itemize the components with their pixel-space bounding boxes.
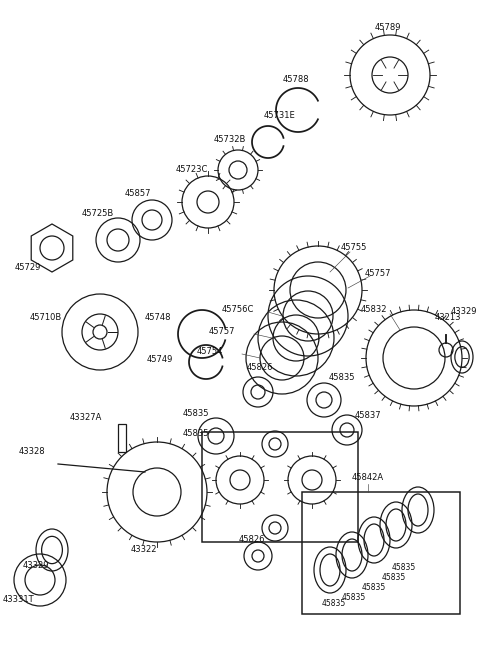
Text: 45754: 45754 bbox=[197, 348, 223, 356]
Text: 45835: 45835 bbox=[362, 583, 386, 592]
Text: 45788: 45788 bbox=[283, 75, 309, 85]
Text: 45857: 45857 bbox=[125, 190, 151, 199]
Bar bbox=[302, 492, 460, 614]
Bar bbox=[118, 424, 126, 452]
Text: 45710B: 45710B bbox=[30, 314, 62, 323]
Text: 43329: 43329 bbox=[23, 562, 49, 571]
Text: 43328: 43328 bbox=[19, 447, 45, 457]
Text: 43331T: 43331T bbox=[2, 596, 34, 604]
Text: 45789: 45789 bbox=[375, 24, 401, 33]
Text: 45835: 45835 bbox=[329, 373, 355, 382]
Text: 45755: 45755 bbox=[341, 243, 367, 253]
Text: 45835: 45835 bbox=[183, 409, 209, 419]
Text: 45835: 45835 bbox=[183, 430, 209, 438]
Text: 43327A: 43327A bbox=[70, 413, 102, 422]
Text: 45832: 45832 bbox=[361, 306, 387, 314]
Text: 43213: 43213 bbox=[435, 314, 461, 323]
Text: 45837: 45837 bbox=[355, 411, 381, 420]
Text: 45749: 45749 bbox=[147, 356, 173, 365]
Text: 45748: 45748 bbox=[145, 314, 171, 323]
Text: 45835: 45835 bbox=[392, 564, 416, 573]
Text: 45732B: 45732B bbox=[214, 136, 246, 144]
Text: 43329: 43329 bbox=[451, 308, 477, 316]
Text: 45729: 45729 bbox=[15, 264, 41, 272]
Text: 45757: 45757 bbox=[365, 270, 391, 279]
Bar bbox=[202, 432, 358, 542]
Text: 45842A: 45842A bbox=[352, 474, 384, 483]
Text: 45731E: 45731E bbox=[264, 112, 296, 121]
Text: 45826: 45826 bbox=[239, 535, 265, 544]
Text: 45826: 45826 bbox=[247, 363, 273, 373]
Text: 45757: 45757 bbox=[209, 327, 235, 337]
Text: 45835: 45835 bbox=[342, 594, 366, 602]
Text: 45756C: 45756C bbox=[222, 306, 254, 314]
Text: 45725B: 45725B bbox=[82, 209, 114, 218]
Text: 45835: 45835 bbox=[322, 600, 346, 609]
Text: 45723C: 45723C bbox=[176, 165, 208, 174]
Text: 45835: 45835 bbox=[382, 573, 406, 583]
Text: 43322: 43322 bbox=[131, 546, 157, 554]
